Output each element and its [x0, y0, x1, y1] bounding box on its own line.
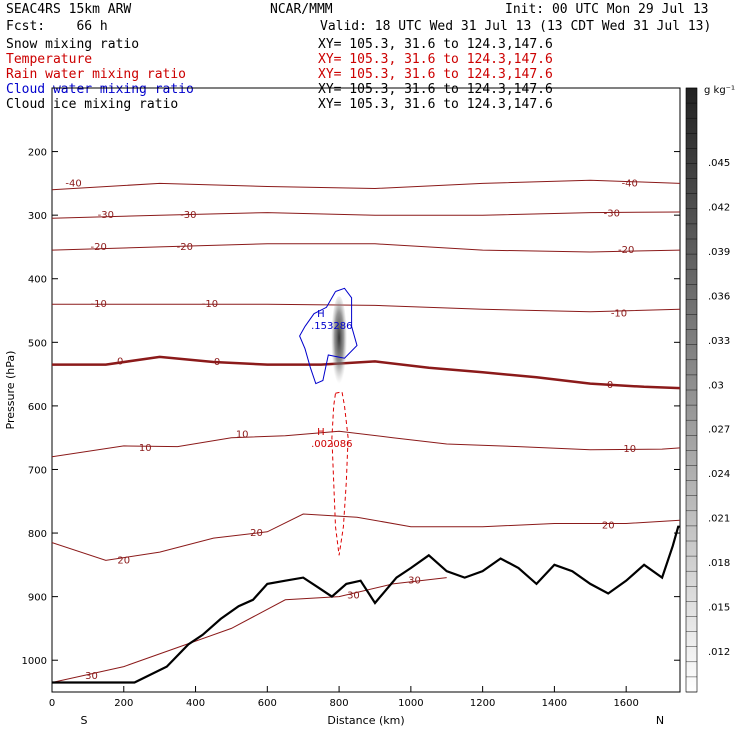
y-tick-label: 600 — [28, 402, 47, 413]
x-tick-label: 600 — [258, 698, 277, 709]
field-cloudwater-name: Cloud water mixing ratio — [6, 82, 194, 97]
isotherm-label: 10 — [236, 430, 249, 441]
isotherm-label: 0 — [117, 356, 123, 367]
y-tick-label: 200 — [28, 148, 47, 159]
colorbar-unit: g kg⁻¹ — [704, 85, 735, 96]
isotherm-line — [52, 355, 680, 390]
isotherm-label: -30 — [180, 210, 196, 221]
plot-frame — [51, 87, 681, 693]
isotherm-label: 30 — [85, 671, 98, 682]
isotherm-label: -10 — [611, 309, 627, 320]
isotherm-line — [52, 303, 680, 313]
isotherm-line — [52, 513, 680, 561]
y-tick-label: 300 — [28, 211, 47, 222]
y-tick-label: 900 — [28, 593, 47, 604]
isotherm-label: -20 — [618, 245, 634, 256]
maximum-h-label: H — [317, 309, 325, 320]
forecast-hour: Fcst: 66 h — [6, 19, 108, 34]
isotherm-label: -10 — [90, 299, 106, 310]
y-tick-label: 500 — [28, 338, 47, 349]
x-tick-label: 800 — [330, 698, 349, 709]
field-temperature-name: Temperature — [6, 52, 93, 67]
south-end-label: S — [81, 714, 88, 727]
isotherm-label: 20 — [250, 528, 263, 539]
x-axis-label: Distance (km) — [327, 714, 404, 727]
maximum-h-label: H — [317, 427, 325, 438]
isotherm-label: -20 — [177, 242, 193, 253]
y-tick-label: 400 — [28, 275, 47, 286]
isotherm-label: -40 — [622, 178, 638, 189]
terrain-line — [52, 525, 680, 684]
isotherm-label: -40 — [65, 178, 81, 189]
isotherm-label: 20 — [117, 555, 130, 566]
isotherm-label: 0 — [607, 380, 613, 391]
field-cloudice-xy: XY= 105.3, 31.6 to 124.3,147.6 — [318, 97, 553, 112]
isotherm-label: 30 — [408, 576, 421, 587]
cloud-water-contour — [299, 287, 358, 385]
north-end-label: N — [656, 714, 664, 727]
isotherm-label: 10 — [623, 444, 636, 455]
maximum-value-label: .153286 — [311, 321, 352, 332]
colorbar-tick-label: .036 — [708, 291, 730, 302]
axes-layer: 0 200 400 600 800 1000 1200 1400 160020030040050… — [4, 148, 680, 727]
colorbar-tick-label: .024 — [708, 469, 730, 480]
isotherm-label: 30 — [347, 590, 360, 601]
x-tick-label: 400 — [186, 698, 205, 709]
colorbar-tick-label: .015 — [708, 603, 730, 614]
field-snow-xy: XY= 105.3, 31.6 to 124.3,147.6 — [318, 37, 553, 52]
y-tick-label: 1000 — [22, 656, 47, 667]
isotherm-label: -10 — [202, 299, 218, 310]
isotherm-label: -30 — [604, 208, 620, 219]
rain-water-contour — [331, 391, 349, 556]
y-tick-label: 700 — [28, 465, 47, 476]
model-title: SEAC4RS 15km ARW — [6, 2, 132, 17]
isotherm-line — [52, 211, 680, 219]
isotherm-line — [52, 577, 447, 683]
isotherm-label: -20 — [90, 242, 106, 253]
init-time: Init: 00 UTC Mon 29 Jul 13 — [505, 2, 709, 17]
field-rain-xy: XY= 105.3, 31.6 to 124.3,147.6 — [318, 67, 553, 82]
colorbar: g kg⁻¹ .045 .042 .039 .036 .033 .03 .027 .024 .02… — [685, 85, 735, 693]
isotherm-label: 20 — [602, 520, 615, 531]
colorbar-tick-label: .021 — [708, 514, 730, 525]
x-tick-label: 0 — [49, 698, 55, 709]
isotherm-layer: -40 -40 -30 -30 -30 -20 -20 -20 -10 -10 -10 0 0 0 10 10… — [52, 178, 680, 683]
field-temperature-xy: XY= 105.3, 31.6 to 124.3,147.6 — [318, 52, 553, 67]
x-tick-label: 1600 — [613, 698, 638, 709]
colorbar-tick-label: .042 — [708, 202, 730, 213]
valid-time: Valid: 18 UTC Wed 31 Jul 13 (13 CDT Wed … — [320, 19, 712, 34]
field-rain-name: Rain water mixing ratio — [6, 67, 187, 82]
x-tick-label: 1200 — [470, 698, 495, 709]
x-tick-label: 1000 — [398, 698, 423, 709]
x-tick-label: 200 — [114, 698, 133, 709]
field-snow-name: Snow mixing ratio — [6, 37, 140, 52]
isotherm-line — [52, 430, 680, 458]
colorbar-tick-label: .03 — [708, 380, 724, 391]
field-cloudwater-xy: XY= 105.3, 31.6 to 124.3,147.6 — [318, 82, 553, 97]
center-title: NCAR/MMM — [270, 2, 333, 17]
field-cloudice-name: Cloud ice mixing ratio — [6, 97, 179, 112]
isotherm-label: -30 — [98, 210, 114, 221]
y-tick-label: 800 — [28, 529, 47, 540]
y-axis-label: Pressure (hPa) — [4, 351, 17, 430]
colorbar-tick-label: .045 — [708, 158, 730, 169]
colorbar-tick-label: .033 — [708, 336, 730, 347]
maximum-value-label: .002086 — [311, 439, 352, 450]
x-tick-label: 1400 — [542, 698, 567, 709]
isotherm-line — [52, 243, 680, 253]
colorbar-tick-label: .027 — [708, 425, 730, 436]
colorbar-tick-label: .012 — [708, 647, 730, 658]
isotherm-label: 10 — [139, 443, 152, 454]
cloud-ice-column — [331, 296, 348, 389]
colorbar-tick-label: .039 — [708, 247, 730, 258]
colorbar-tick-label: .018 — [708, 558, 730, 569]
isotherm-label: 0 — [214, 357, 220, 368]
isotherm-line — [52, 179, 680, 191]
